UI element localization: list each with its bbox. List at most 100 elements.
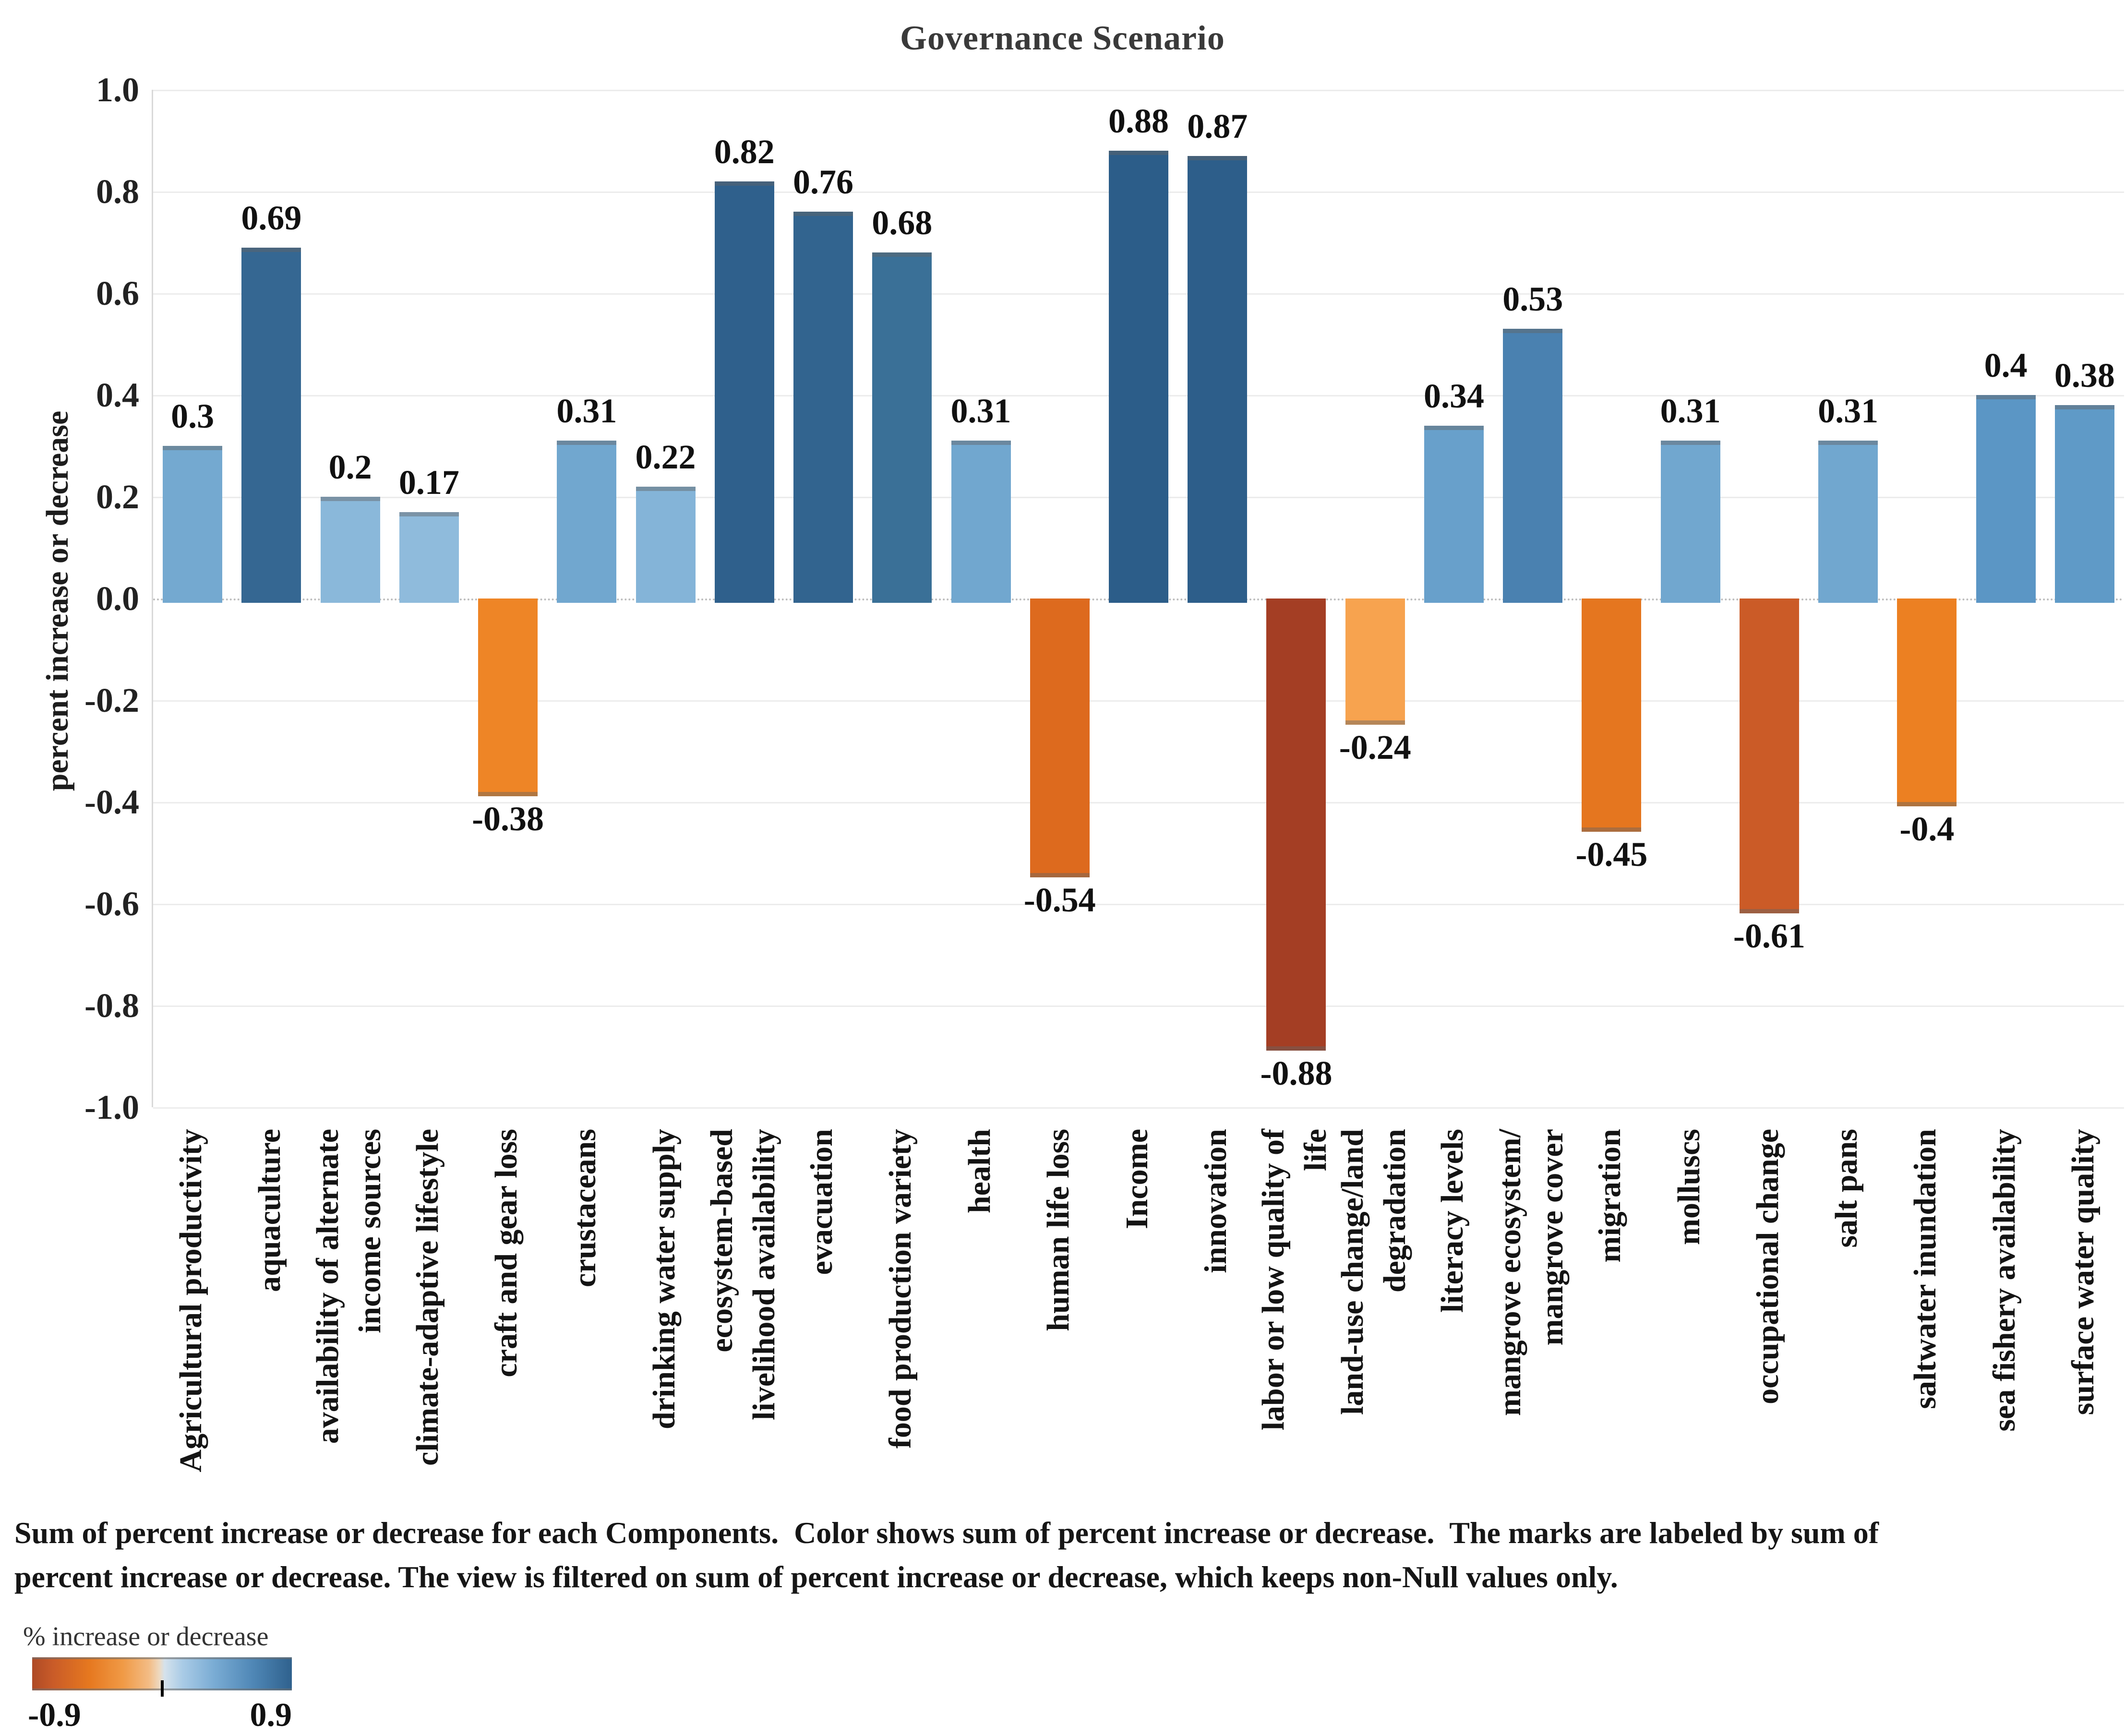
x-axis-label: migration bbox=[1592, 1129, 1628, 1263]
x-axis-label: literacy levels bbox=[1434, 1129, 1470, 1313]
y-axis-tick-label: 0.0 bbox=[96, 579, 139, 618]
bar[interactable] bbox=[1188, 156, 1248, 603]
bar-value-label: 0.31 bbox=[1660, 392, 1721, 431]
bar-value-label: -0.54 bbox=[1023, 881, 1096, 920]
bar[interactable] bbox=[951, 441, 1011, 603]
bar-value-label: 0.53 bbox=[1502, 280, 1563, 319]
x-axis-label: drinking water supply bbox=[646, 1129, 682, 1429]
bar-value-label: 0.76 bbox=[793, 163, 854, 202]
bar-value-label: 0.17 bbox=[398, 463, 459, 502]
bar-value-label: -0.45 bbox=[1575, 835, 1648, 874]
legend-center-tick-icon bbox=[160, 1680, 164, 1697]
bar[interactable] bbox=[1582, 599, 1642, 832]
bar-value-label: 0.31 bbox=[1818, 392, 1879, 431]
bar-value-label: 0.69 bbox=[241, 198, 302, 237]
bar[interactable] bbox=[1109, 151, 1168, 603]
bar[interactable] bbox=[557, 441, 617, 603]
x-axis-label: Income bbox=[1119, 1129, 1154, 1229]
legend-title: % increase or decrease bbox=[23, 1622, 269, 1652]
x-axis-label: innovation bbox=[1198, 1129, 1234, 1273]
bar-value-label: -0.88 bbox=[1260, 1054, 1333, 1092]
bar[interactable] bbox=[1976, 395, 2036, 603]
y-axis-tick-label: -0.8 bbox=[84, 986, 139, 1025]
legend-min-label: -0.9 bbox=[28, 1697, 81, 1734]
bar-value-label: 0.22 bbox=[635, 437, 696, 476]
bar-value-label: -0.61 bbox=[1733, 916, 1805, 955]
x-axis-label: human life loss bbox=[1040, 1129, 1076, 1331]
bar-value-label: 0.2 bbox=[328, 448, 372, 486]
bar[interactable] bbox=[1030, 599, 1090, 878]
bar[interactable] bbox=[1739, 599, 1799, 913]
x-axis-label: evacuation bbox=[804, 1129, 840, 1275]
bar[interactable] bbox=[1424, 425, 1484, 603]
x-axis-label: climate-adaptive lifestyle bbox=[409, 1129, 445, 1466]
bar[interactable] bbox=[241, 247, 301, 603]
bar-value-label: 0.3 bbox=[171, 397, 215, 435]
bar-value-label: -0.38 bbox=[472, 799, 544, 838]
bar[interactable] bbox=[714, 181, 774, 603]
bar-value-label: 0.31 bbox=[556, 392, 617, 431]
bar[interactable] bbox=[1503, 329, 1563, 603]
x-axis-label: salt pans bbox=[1829, 1129, 1864, 1248]
gridline bbox=[153, 700, 2124, 702]
bar[interactable] bbox=[320, 497, 380, 603]
x-axis-label: mangrove ecosystem/ mangrove cover bbox=[1492, 1129, 1570, 1416]
bar-value-label: 0.68 bbox=[872, 204, 933, 242]
color-legend: % increase or decrease -0.9 0.9 bbox=[0, 1617, 432, 1736]
x-axis-label: labor or low quality of life bbox=[1256, 1129, 1333, 1431]
x-axis-label: Agricultural productivity bbox=[173, 1129, 209, 1473]
bar-value-label: 0.34 bbox=[1423, 376, 1484, 415]
plot-area: 0.3 0.69 0.2 0.17 -0.38 0.31 0.22 0.82 0.76 0.68 0… bbox=[152, 90, 2124, 1109]
bar[interactable] bbox=[163, 446, 223, 603]
bar-value-label: -0.24 bbox=[1339, 728, 1411, 767]
bar[interactable] bbox=[399, 512, 459, 603]
bar[interactable] bbox=[1897, 599, 1957, 806]
x-axis-label: sea fishery availability bbox=[1986, 1129, 2022, 1432]
bar[interactable] bbox=[1266, 599, 1326, 1051]
bar[interactable] bbox=[793, 212, 853, 603]
x-axis-label: craft and gear loss bbox=[489, 1129, 524, 1377]
bar[interactable] bbox=[1818, 441, 1878, 603]
x-axis-label: health bbox=[961, 1129, 997, 1214]
bar[interactable] bbox=[1345, 599, 1405, 725]
bar-value-label: 0.4 bbox=[1984, 346, 2028, 384]
bar[interactable] bbox=[2054, 405, 2114, 603]
bar[interactable] bbox=[872, 252, 932, 603]
gridline bbox=[153, 904, 2124, 905]
bar-value-label: 0.31 bbox=[950, 392, 1011, 431]
y-axis-tick-label: -0.6 bbox=[84, 885, 139, 923]
x-axis-label: food production variety bbox=[883, 1129, 918, 1449]
bar-value-label: 0.87 bbox=[1187, 107, 1248, 145]
y-axis-tick-label: -0.2 bbox=[84, 681, 139, 719]
x-axis-label: crustaceans bbox=[567, 1129, 603, 1287]
legend-gradient-bar bbox=[32, 1657, 292, 1697]
y-axis-tick-label: 0.6 bbox=[96, 274, 139, 312]
x-axis-label: availability of alternate income sources bbox=[310, 1129, 387, 1444]
bar-value-label: 0.82 bbox=[714, 132, 775, 171]
x-axis-label: aquaculture bbox=[252, 1129, 288, 1292]
x-axis-label: molluscs bbox=[1671, 1129, 1706, 1245]
gridline bbox=[153, 1107, 2124, 1109]
x-axis-label: occupational change bbox=[1750, 1129, 1785, 1404]
bar-value-label: 0.88 bbox=[1108, 102, 1169, 141]
gridline bbox=[153, 802, 2124, 803]
caption: Sum of percent increase or decrease for … bbox=[14, 1516, 1879, 1594]
chart-title: Governance Scenario bbox=[900, 19, 1225, 57]
gridline bbox=[153, 90, 2124, 91]
bar-value-label: 0.38 bbox=[2054, 356, 2115, 395]
y-axis-tick-label: -1.0 bbox=[84, 1088, 139, 1126]
y-axis-tick-label: -0.4 bbox=[84, 783, 139, 821]
bar[interactable] bbox=[1660, 441, 1720, 603]
x-axis-label: saltwater inundation bbox=[1908, 1129, 1943, 1409]
bar[interactable] bbox=[636, 486, 696, 603]
x-axis-category-labels: Agricultural productivity aquaculture avai… bbox=[152, 1129, 2123, 1513]
bar-value-label: -0.4 bbox=[1899, 810, 1955, 848]
y-axis-tick-label: 1.0 bbox=[96, 71, 139, 109]
bar[interactable] bbox=[478, 599, 538, 796]
y-axis-tick-label: 0.2 bbox=[96, 478, 139, 516]
x-axis-label: ecosystem-based livelihood availability bbox=[704, 1129, 781, 1420]
x-axis-label: surface water quality bbox=[2065, 1129, 2101, 1415]
legend-max-label: 0.9 bbox=[250, 1697, 292, 1734]
x-axis-label: land-use change/land degradation bbox=[1334, 1129, 1412, 1415]
